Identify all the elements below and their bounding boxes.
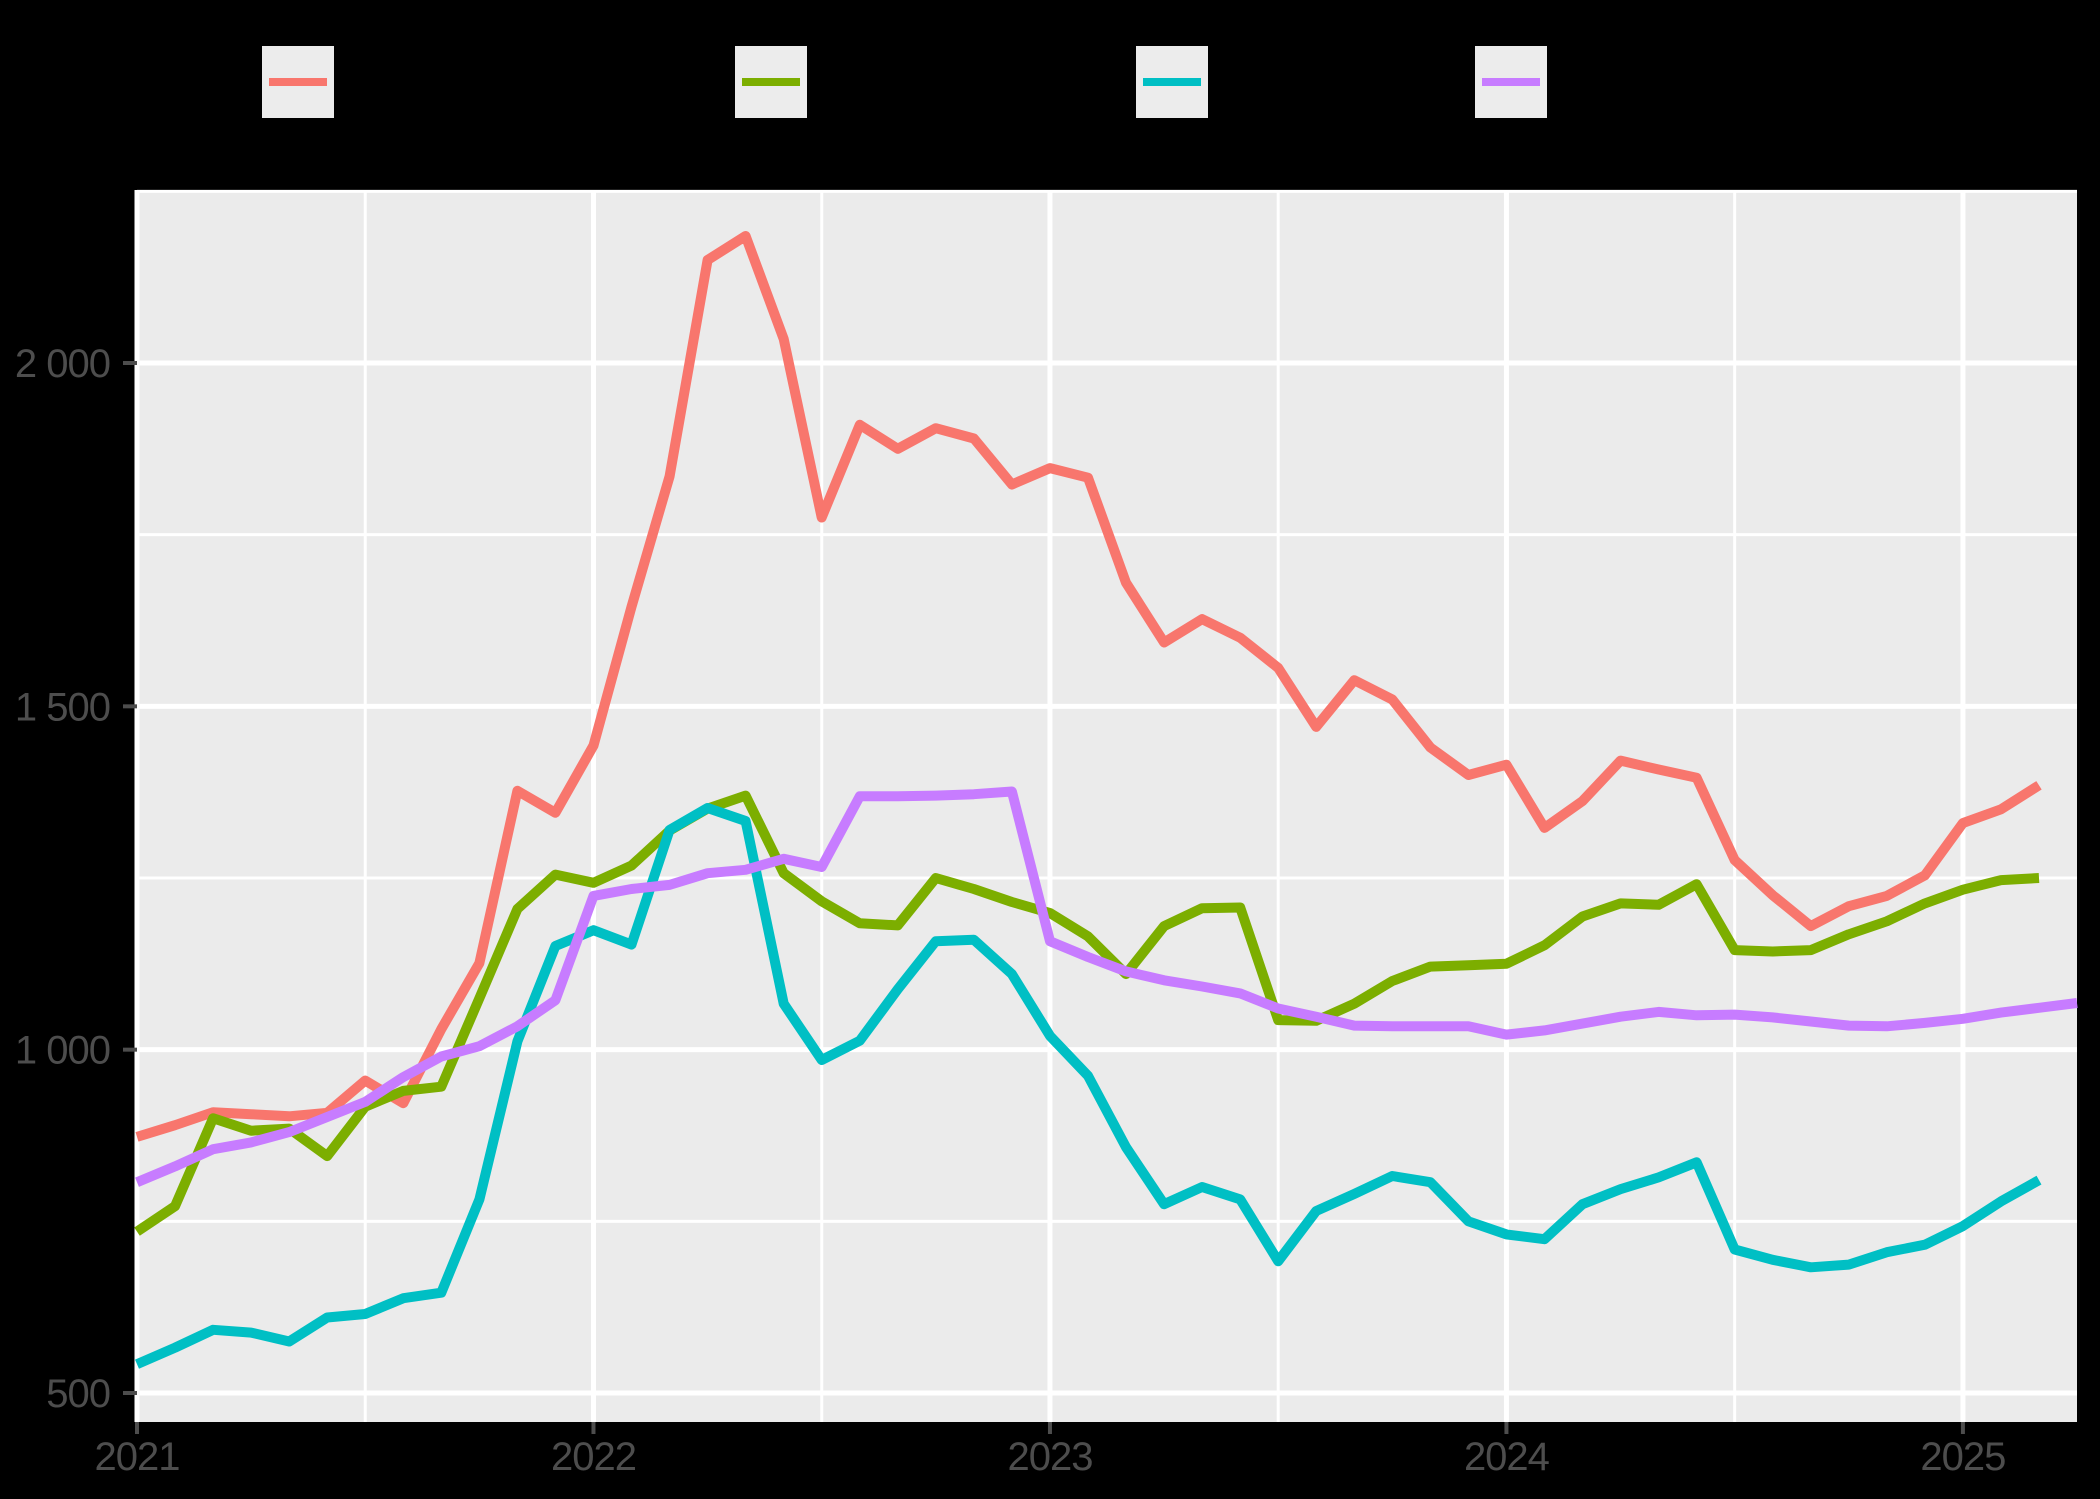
gridlines-minor	[137, 189, 2077, 1422]
y-tick-label: 500	[46, 1372, 110, 1416]
legend-key-line-series-cyan	[1143, 78, 1201, 86]
x-tick-label: 2024	[1464, 1435, 1550, 1479]
x-tick-label: 2021	[95, 1435, 180, 1479]
x-axis-labels: 2021 2022 2023 2024 2025	[95, 1435, 2007, 1479]
legend-key-series-cyan	[1136, 46, 1208, 118]
y-tick-label: 2 000	[15, 342, 110, 386]
x-tick-label: 2023	[1007, 1435, 1092, 1479]
series-line-purple	[135, 786, 2078, 1187]
legend-key-series-red	[262, 46, 334, 118]
series-lines	[134, 231, 2078, 1369]
y-tick-label: 1 000	[15, 1029, 110, 1073]
legend-key-line-series-red	[269, 78, 327, 86]
series-line-red	[135, 231, 2042, 1142]
x-tick-label: 2025	[1920, 1435, 2005, 1479]
axis-ticks	[123, 361, 1965, 1434]
y-tick-label: 1 500	[15, 685, 110, 729]
legend-key-line-series-purple	[1482, 78, 1540, 86]
gridlines-major	[134, 190, 2077, 1422]
series-line-cyan	[135, 803, 2042, 1369]
x-tick-label: 2022	[551, 1435, 636, 1479]
legend-key-series-green	[735, 46, 807, 118]
panel-background	[137, 190, 2077, 1422]
legend-key-series-purple	[1475, 46, 1547, 118]
legend-key-line-series-green	[742, 78, 800, 86]
y-axis-labels: 500 1 000 1 500 2 000	[15, 342, 111, 1416]
